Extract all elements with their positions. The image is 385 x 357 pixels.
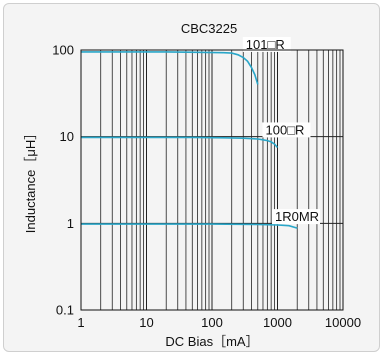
series-label-backing [272, 209, 320, 225]
series-line [81, 51, 259, 85]
x-tick-label: 1000 [263, 315, 292, 330]
x-tick-label: 100 [201, 315, 223, 330]
series-labels: 101□R 100□R 1R0MR [242, 36, 320, 225]
y-tick-label: 10 [60, 129, 74, 144]
series-label-backing [242, 36, 291, 52]
series-label-backing [262, 122, 311, 138]
series-line [81, 223, 298, 229]
y-tick-label: 0.1 [56, 303, 74, 318]
x-tick-label: 10000 [325, 315, 361, 330]
chart-panel: CBC3225 101□R 100□R 1R0MR 1 10 100 1000 10000 0… [3, 3, 380, 352]
inductance-chart: CBC3225 101□R 100□R 1R0MR 1 10 100 1000 10000 0… [23, 21, 361, 349]
x-tick-label: 1 [77, 315, 84, 330]
plot-border [80, 49, 344, 311]
series-line [81, 136, 279, 149]
series-label: 100□R [266, 122, 305, 137]
grid-lines [81, 50, 343, 310]
series-lines [81, 51, 298, 229]
series-label: 101□R [246, 37, 285, 52]
x-axis-label: DC Bias［mA］ [165, 334, 258, 349]
y-tick-label: 100 [52, 43, 74, 58]
y-axis-label: Inductance［μH］ [23, 127, 38, 233]
y-tick-label: 1 [67, 216, 74, 231]
x-tick-label: 10 [139, 315, 153, 330]
chart-title: CBC3225 [181, 21, 237, 36]
series-label: 1R0MR [275, 209, 319, 224]
